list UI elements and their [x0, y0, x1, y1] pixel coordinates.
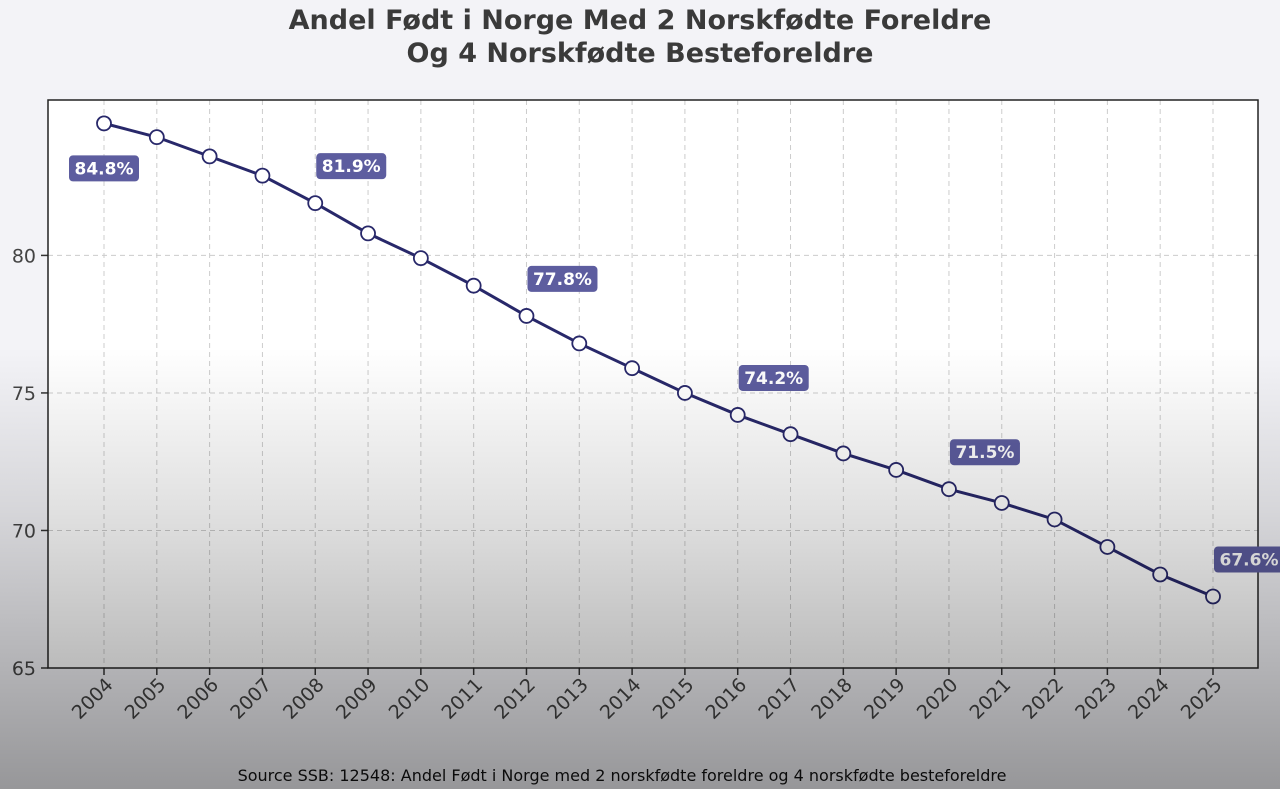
- data-label: 81.9%: [322, 157, 381, 177]
- data-label: 74.2%: [744, 369, 803, 389]
- data-point: [571, 335, 588, 352]
- data-point: [1152, 566, 1169, 583]
- data-point: [148, 129, 165, 146]
- x-tick-label: 2018: [807, 674, 857, 724]
- x-tick-label: 2012: [490, 674, 540, 724]
- x-tick-label: 2016: [701, 674, 751, 724]
- x-tick-label: 2021: [966, 674, 1016, 724]
- x-tick-label: 2011: [437, 674, 487, 724]
- data-point: [677, 385, 693, 401]
- data-point: [888, 462, 905, 478]
- data-point: [1046, 511, 1063, 528]
- data-point: [1205, 588, 1221, 605]
- x-tick-label: 2014: [596, 674, 646, 724]
- data-point: [518, 308, 535, 324]
- data-label: 84.8%: [75, 159, 134, 179]
- data-label-box: [1214, 546, 1280, 573]
- data-label: 71.5%: [955, 443, 1014, 463]
- data-point: [835, 445, 852, 462]
- data-point: [1099, 539, 1116, 555]
- x-tick-label: 2024: [1124, 674, 1174, 724]
- plot-area: [48, 100, 1258, 668]
- data-point: [624, 360, 640, 377]
- data-label-box: [69, 155, 139, 182]
- data-point: [96, 115, 112, 132]
- chart-title-line-1: Andel Født i Norge Med 2 Norskfødte Fore…: [288, 5, 992, 36]
- x-tick-label: 2019: [860, 674, 910, 724]
- data-point: [412, 250, 429, 267]
- y-tick-label: 65: [12, 658, 36, 680]
- data-label-box: [527, 265, 598, 292]
- y-tick-label: 70: [12, 520, 36, 542]
- x-tick-label: 2004: [68, 674, 118, 724]
- data-point: [360, 225, 376, 242]
- data-label: 77.8%: [533, 270, 592, 290]
- source-note: Source SSB: 12548: Andel Født i Norge me…: [237, 766, 1007, 785]
- chart-title-line-2: Og 4 Norskfødte Besteforeldre: [406, 38, 874, 69]
- x-tick-label: 2025: [1177, 674, 1227, 724]
- x-tick-label: 2010: [385, 674, 435, 724]
- x-tick-label: 2015: [649, 674, 699, 724]
- data-point: [729, 407, 746, 423]
- data-point: [782, 426, 799, 443]
- x-tick-label: 2017: [754, 674, 804, 724]
- data-point: [201, 148, 218, 165]
- y-tick-label: 75: [12, 383, 36, 405]
- x-tick-label: 2009: [332, 674, 382, 724]
- x-tick-label: 2007: [226, 674, 276, 724]
- data-point: [254, 167, 271, 184]
- data-label-box: [738, 364, 809, 391]
- y-tick-label: 80: [12, 245, 36, 267]
- data-label-box: [316, 153, 387, 180]
- plot-frame: [47, 99, 1259, 669]
- data-label-box: [949, 439, 1020, 466]
- data-point: [941, 481, 957, 498]
- data-label: 67.6%: [1220, 550, 1279, 570]
- data-point: [307, 195, 324, 212]
- x-tick-label: 2023: [1071, 674, 1121, 724]
- x-tick-label: 2020: [913, 674, 963, 724]
- x-tick-label: 2022: [1018, 674, 1068, 724]
- series-line: [103, 121, 1214, 598]
- data-point: [993, 495, 1010, 511]
- x-tick-label: 2008: [279, 674, 329, 724]
- x-tick-label: 2006: [173, 674, 223, 724]
- data-point: [465, 277, 482, 294]
- x-tick-label: 2013: [543, 674, 593, 724]
- x-tick-label: 2005: [121, 674, 171, 724]
